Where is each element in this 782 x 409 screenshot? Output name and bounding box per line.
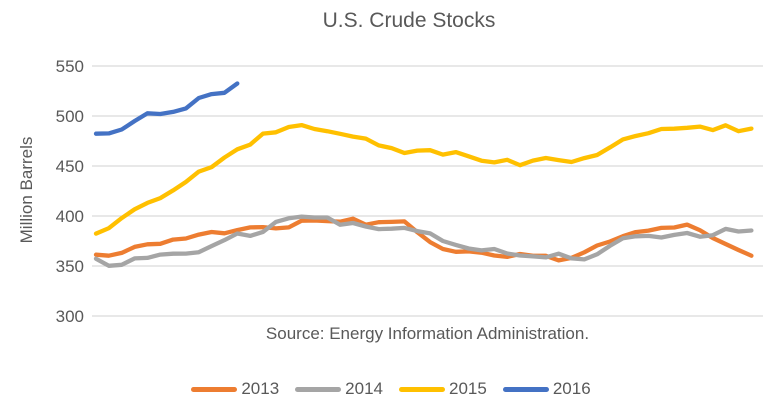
- series-line-2013: [93, 216, 754, 263]
- legend-label-2013: 2013: [241, 379, 280, 398]
- legend-swatch-2013: [191, 386, 238, 392]
- legend-swatch-2015: [399, 386, 445, 392]
- legend-item-2013: 2013: [191, 379, 279, 399]
- legend-item-2014: 2014: [295, 379, 383, 399]
- y-tick-300: 300: [56, 307, 84, 326]
- series-line-2015: [93, 122, 754, 236]
- series-line-2016: [93, 81, 240, 136]
- y-tick-450: 450: [56, 157, 84, 176]
- legend-item-2016: 2016: [502, 379, 591, 399]
- y-tick-550: 550: [56, 57, 84, 76]
- legend-item-2015: 2015: [399, 379, 487, 399]
- series-line-2014: [93, 214, 754, 268]
- y-tick-500: 500: [56, 107, 84, 126]
- legend: 2013 2014 2015 2016: [0, 377, 782, 401]
- legend-swatch-2014: [295, 386, 342, 392]
- y-tick-400: 400: [56, 207, 84, 226]
- legend-label-2015: 2015: [449, 379, 487, 398]
- chart-title: U.S. Crude Stocks: [322, 9, 496, 32]
- legend-label-2014: 2014: [345, 379, 383, 398]
- legend-label-2016: 2016: [552, 379, 591, 398]
- source-note: Source: Energy Information Administratio…: [265, 324, 590, 343]
- y-tick-350: 350: [56, 257, 84, 276]
- legend-swatch-2016: [502, 386, 549, 392]
